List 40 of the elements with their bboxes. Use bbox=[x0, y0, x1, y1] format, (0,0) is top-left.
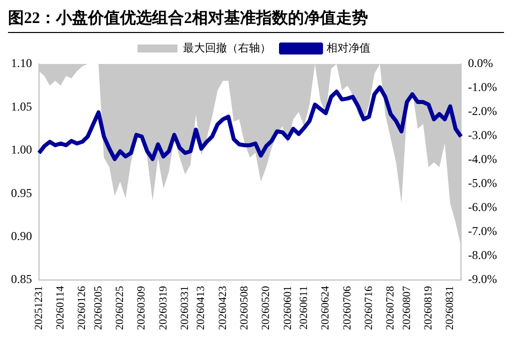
x-tick-label: 20260611 bbox=[298, 286, 310, 330]
y-tick-label: 0.95 bbox=[11, 186, 32, 200]
legend-label: 相对净值 bbox=[326, 41, 370, 54]
x-tick-label: 20260205 bbox=[92, 286, 104, 330]
y2-tick-label: -4.0% bbox=[468, 152, 498, 166]
y-tick-label: 0.90 bbox=[11, 228, 32, 243]
y2-tick-label: -6.0% bbox=[468, 200, 498, 214]
y-tick-label: 1.10 bbox=[11, 56, 32, 70]
x-tick-label: 20260624 bbox=[320, 286, 332, 330]
x-tick-label: 20260831 bbox=[444, 286, 456, 330]
x-tick-label: 20260716 bbox=[362, 286, 375, 330]
x-tick-label: 20260126 bbox=[76, 286, 88, 330]
x-tick-label: 20260413 bbox=[195, 286, 208, 330]
x-tick-label: 20260601 bbox=[282, 286, 294, 330]
x-tick-label: 20260508 bbox=[238, 286, 250, 330]
legend-label: 最大回撤（右轴） bbox=[183, 41, 271, 54]
x-tick-label: 20260331 bbox=[178, 286, 191, 330]
y2-tick-label: -7.0% bbox=[468, 224, 498, 238]
y-tick-label: 0.85 bbox=[11, 272, 32, 286]
x-tick-label: 20260819 bbox=[422, 286, 434, 330]
x-tick-label: 20260114 bbox=[54, 286, 67, 330]
chart-title: 图22：小盘价值优选组合2相对基准指数的净值走势 bbox=[8, 8, 504, 33]
y-tick-label: 1.00 bbox=[11, 142, 32, 157]
x-tick-label: 20260728 bbox=[384, 286, 397, 330]
y2-tick-label: -5.0% bbox=[468, 176, 498, 190]
y2-tick-label: -2.0% bbox=[468, 104, 498, 118]
x-tick-label: 20260423 bbox=[216, 286, 229, 330]
x-tick-label: 20260319 bbox=[157, 286, 170, 330]
x-tick-label: 20260309 bbox=[136, 286, 148, 330]
y2-tick-label: 0.0% bbox=[468, 56, 494, 70]
y-tick-label: 1.05 bbox=[11, 99, 32, 114]
x-tick-label: 20251231 bbox=[32, 286, 45, 330]
x-tick-label: 20260520 bbox=[260, 286, 272, 330]
x-tick-label: 20260225 bbox=[114, 286, 126, 330]
y2-tick-label: -1.0% bbox=[468, 80, 498, 94]
x-tick-label: 20260706 bbox=[341, 286, 354, 330]
y2-tick-label: -3.0% bbox=[468, 128, 498, 142]
y2-tick-label: -9.0% bbox=[468, 272, 498, 286]
x-tick-label: 20260807 bbox=[400, 286, 413, 330]
y2-tick-label: -8.0% bbox=[468, 248, 498, 262]
